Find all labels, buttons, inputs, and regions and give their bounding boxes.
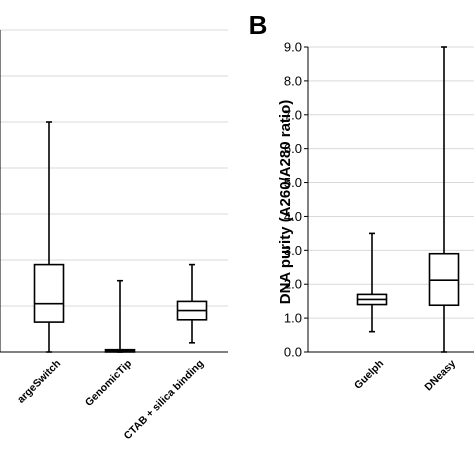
panel-b-y-tick-label: 8.0 — [284, 73, 302, 88]
panel-a-category-label: CTAB + silica binding — [122, 358, 206, 442]
y-axis-title: DNA purity (A260/A280 ratio) — [277, 100, 294, 305]
panel-b-y-tick-label: 7.0 — [284, 107, 302, 122]
panel-b-y-tick-label: 6.0 — [284, 141, 302, 156]
panel-b-y-tick-label: 2.0 — [284, 277, 302, 292]
panel-b-category-label: Guelph — [352, 358, 386, 392]
panel-a-category-label: GenomicTip — [83, 358, 134, 409]
panel-b-y-tick-label: 4.0 — [284, 209, 302, 224]
panel-a-category-label: argeSwitch — [15, 358, 63, 406]
panel-b-y-tick-label: 3.0 — [284, 243, 302, 258]
panel-a-box — [33, 263, 65, 323]
panel-b-y-tick-label: 9.0 — [284, 40, 302, 55]
panel-label: B — [249, 10, 268, 40]
panel-b-y-tick-label: 0.0 — [284, 345, 302, 360]
panel-b-category-label: DNeasy — [422, 358, 458, 394]
chart-panel-b: 0.0 1.0 2.0 3.0 4.0 5.0 6.0 7.0 8.0 9.0 Guelph DNea… — [249, 10, 474, 393]
panel-b-y-tick-label: 5.0 — [284, 175, 302, 190]
panel-b-y-tick-label: 1.0 — [284, 311, 302, 326]
